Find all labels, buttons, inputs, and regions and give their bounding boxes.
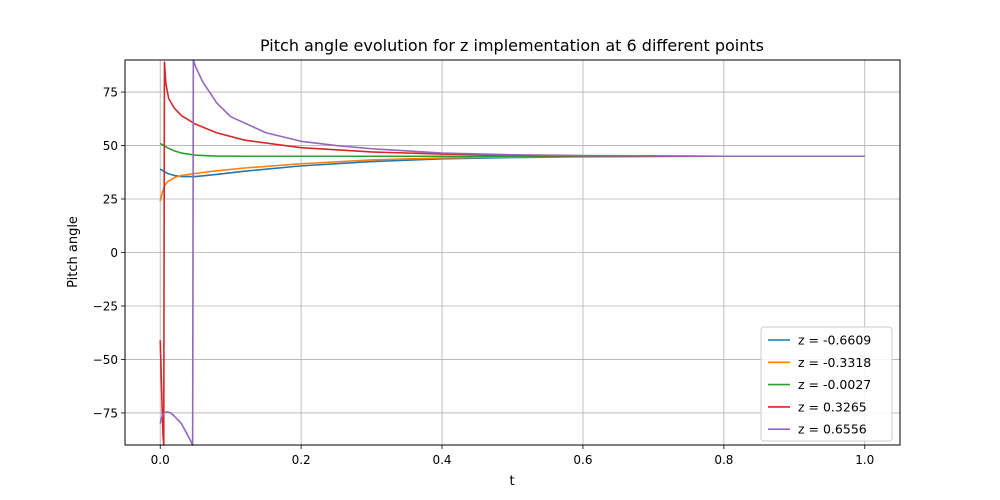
x-tick-label: 0.6	[573, 453, 592, 467]
legend-label: z = 0.3265	[798, 399, 867, 414]
y-tick-label: −75	[93, 406, 118, 420]
series-line-5	[159, 59, 865, 446]
y-tick-label: −50	[93, 353, 118, 367]
y-axis-label: Pitch angle	[66, 216, 81, 288]
x-tick-label: 1.0	[855, 453, 874, 467]
x-tick-label: 0.0	[151, 453, 170, 467]
legend-label: z = -0.0027	[798, 377, 871, 392]
legend-label: z = -0.3318	[798, 355, 871, 370]
chart-title: Pitch angle evolution for z implementati…	[260, 36, 764, 55]
legend: z = -0.6609 z = -0.3318 z = -0.0027 z = 0.3…	[760, 326, 893, 442]
x-tick-label: 0.2	[292, 453, 311, 467]
x-axis-label: t	[509, 474, 514, 489]
x-tick-label: 0.4	[432, 453, 451, 467]
y-tick-label: −25	[93, 299, 118, 313]
y-tick-label: 25	[103, 193, 118, 207]
y-tick-label: 50	[103, 139, 118, 153]
x-tick-label: 0.8	[714, 453, 733, 467]
y-tick-label: 0	[110, 246, 118, 260]
legend-label: z = -0.6609	[798, 333, 871, 348]
legend-box	[760, 326, 893, 442]
series-lines	[159, 59, 865, 446]
axis-ticks: 0.0 0.2 0.4 0.6 0.8 1.0 −75 −50 −25 0 25 50 75	[93, 86, 875, 467]
y-tick-label: 75	[103, 86, 118, 100]
legend-label: z = 0.6556	[798, 422, 867, 437]
